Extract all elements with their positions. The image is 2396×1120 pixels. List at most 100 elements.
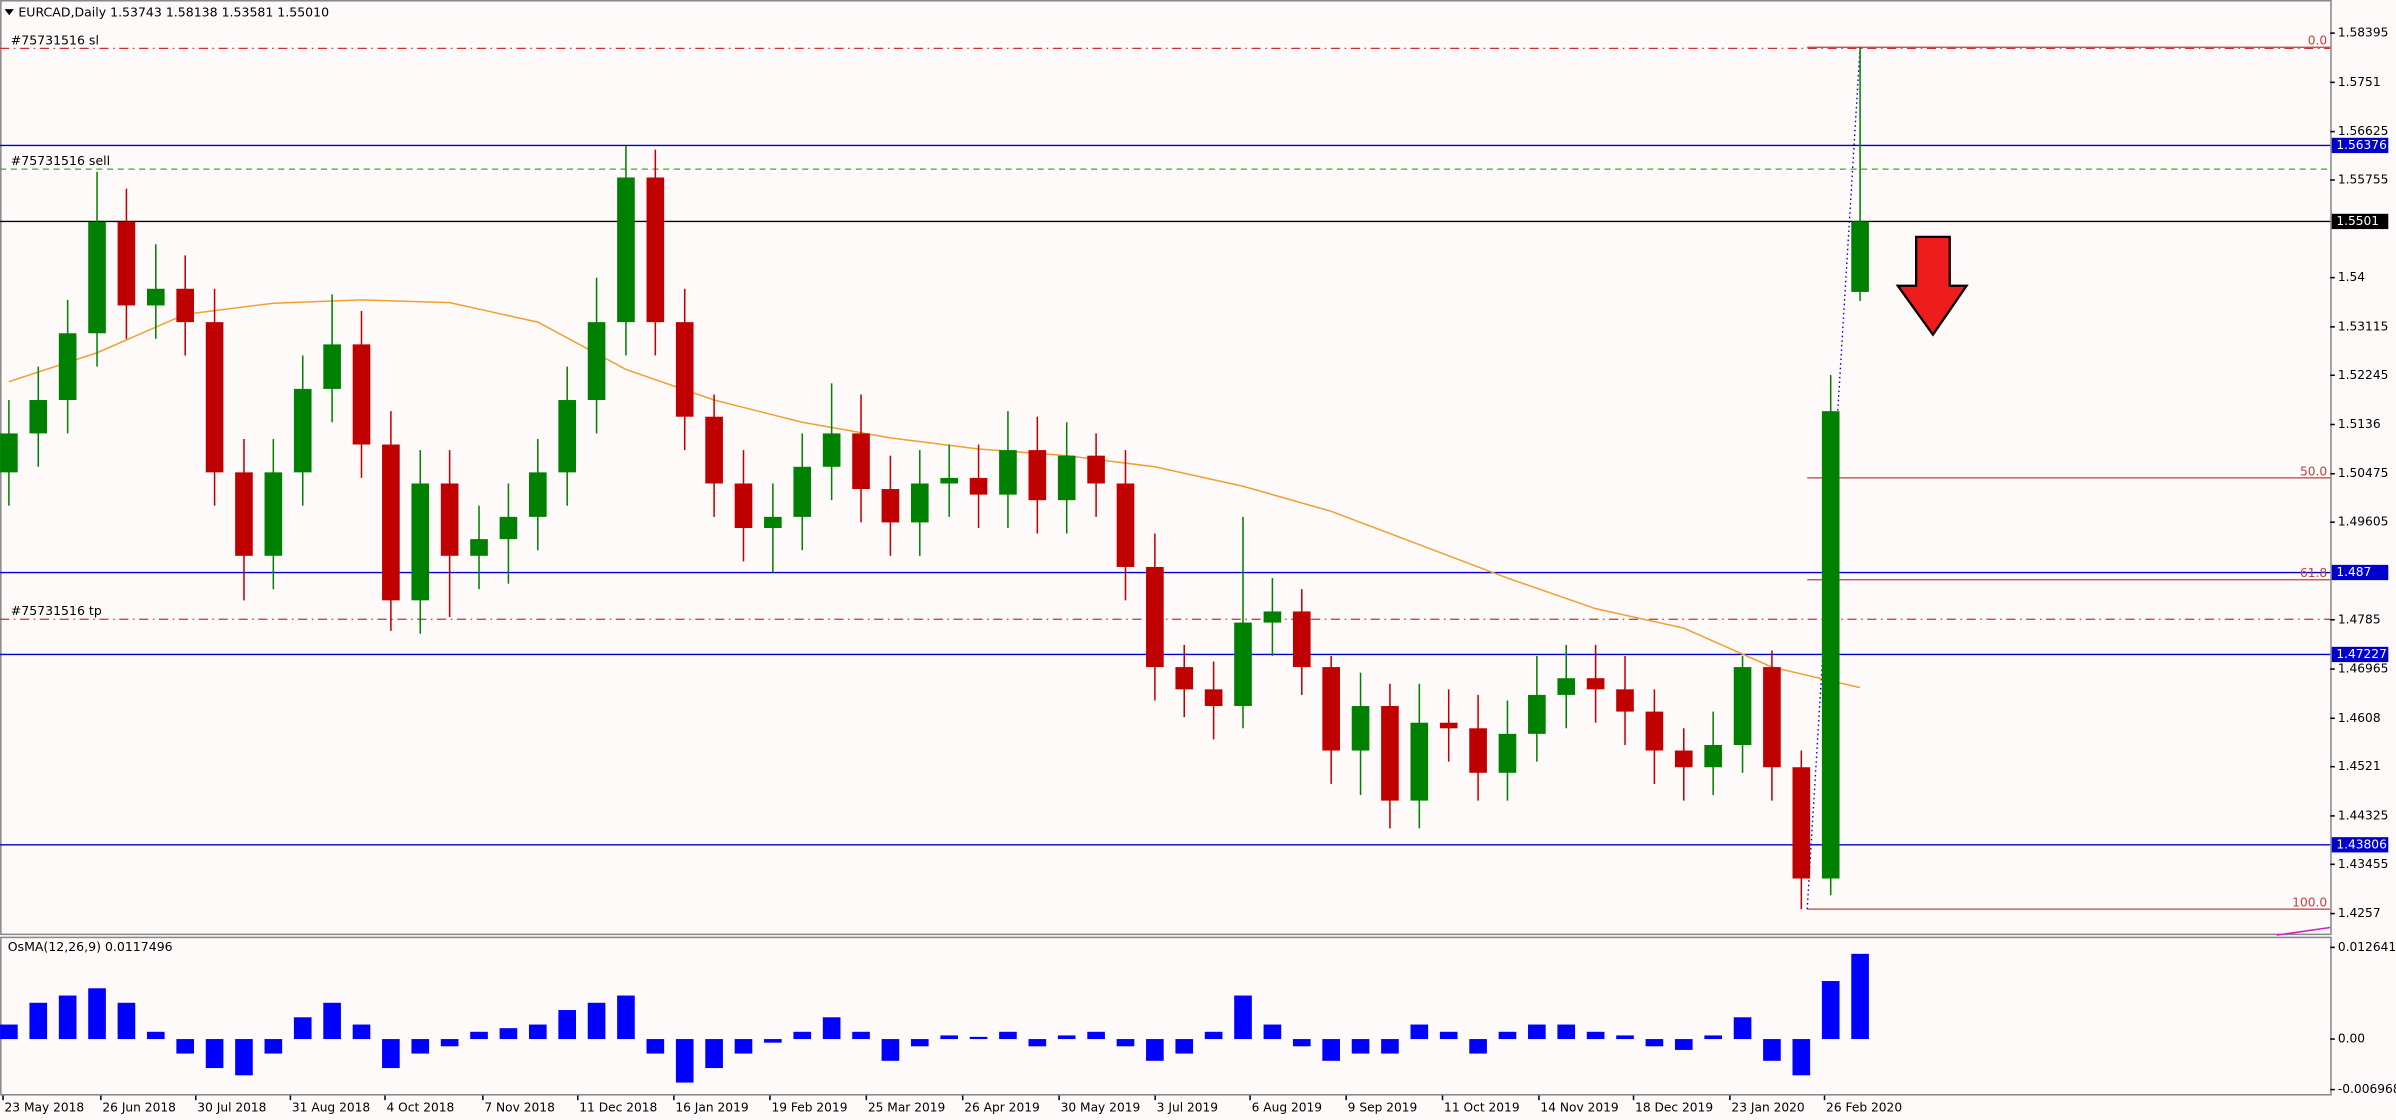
x-tick-label: 25 Mar 2019	[868, 1100, 945, 1114]
candle-body	[1087, 455, 1105, 484]
x-tick-label: 23 Jan 2020	[1731, 1100, 1804, 1114]
osma-bar	[176, 1039, 195, 1054]
fib-label: 61.8	[2300, 566, 2327, 580]
candle-body	[587, 322, 606, 401]
osma-bar	[852, 1031, 870, 1040]
x-tick-label: 19 Feb 2019	[771, 1100, 847, 1114]
indicator-line	[2276, 926, 2331, 936]
osma-bar	[1704, 1035, 1722, 1040]
x-tick-label: 30 Jul 2018	[197, 1100, 266, 1114]
osma-bar	[999, 1031, 1017, 1040]
osma-bar	[1381, 1039, 1399, 1054]
osma-bar	[1792, 1039, 1811, 1076]
x-tick-label: 3 Jul 2019	[1157, 1100, 1218, 1114]
osma-bar	[1292, 1039, 1311, 1047]
order-label: #75731516 sell	[11, 153, 110, 168]
candle-body	[1851, 221, 1869, 292]
osma-bar	[1498, 1031, 1517, 1040]
price-level-label: 1.47227	[2336, 647, 2387, 661]
osma-bar	[1028, 1039, 1047, 1047]
y-tick-label: 1.49605	[2338, 515, 2389, 529]
red-arrow	[1895, 235, 1969, 337]
candle-body	[1292, 611, 1311, 668]
y-tick-label: 1.4608	[2338, 711, 2381, 725]
candle-body	[1381, 706, 1399, 801]
x-tick-label: 18 Dec 2019	[1635, 1100, 1713, 1114]
candle-body	[1792, 767, 1811, 879]
osma-bar	[1175, 1039, 1194, 1054]
osma-bar	[235, 1039, 253, 1076]
candle-body	[940, 477, 958, 484]
candle-body	[1028, 450, 1047, 501]
osma-bar	[146, 1031, 165, 1040]
osma-bar	[1146, 1039, 1164, 1061]
x-tick-label: 16 Jan 2019	[675, 1100, 748, 1114]
x-tick-label: 26 Jun 2018	[102, 1100, 176, 1114]
osma-bar	[352, 1024, 371, 1040]
candle-body	[881, 489, 900, 523]
osma-bar	[411, 1039, 430, 1054]
candle-body	[205, 322, 224, 473]
osma-bar	[293, 1017, 312, 1040]
candle-body	[293, 388, 312, 473]
candle-body	[352, 344, 371, 445]
osma-bar	[705, 1039, 723, 1069]
candle-body	[1616, 689, 1634, 712]
osma-bar	[734, 1039, 753, 1054]
candle-body	[734, 483, 753, 528]
candle-body	[999, 450, 1017, 495]
x-tick-label: 6 Aug 2019	[1252, 1100, 1323, 1114]
candle-body	[1586, 678, 1605, 690]
osma-bar	[264, 1039, 283, 1054]
candle-body	[58, 333, 77, 401]
osma-bar	[1204, 1031, 1223, 1040]
x-tick-label: 31 Aug 2018	[292, 1100, 370, 1114]
candle-body	[235, 472, 253, 556]
osc-y-tick-label: 0.00	[2338, 1032, 2365, 1046]
x-tick-label: 23 May 2018	[5, 1100, 85, 1114]
osma-bar	[1439, 1031, 1458, 1040]
fib-label: 0.0	[2308, 34, 2327, 48]
candle-body	[1146, 566, 1164, 668]
candle-body	[1439, 722, 1458, 729]
price-level-label: 1.43806	[2336, 837, 2387, 851]
candle-body	[822, 433, 841, 467]
candle-body	[910, 483, 929, 523]
osma-bar	[0, 1024, 18, 1040]
candle-body	[764, 516, 782, 528]
menu-triangle[interactable]	[4, 9, 14, 16]
candle-body	[1733, 667, 1752, 745]
osma-bar	[470, 1031, 488, 1040]
osma-bar	[1351, 1039, 1370, 1054]
osma-bar	[764, 1039, 782, 1043]
price-level-box	[2331, 137, 2389, 154]
osma-bar	[205, 1039, 224, 1069]
chart-title: EURCAD,Daily 1.53743 1.58138 1.53581 1.5…	[18, 4, 329, 19]
price-level-label: 1.487	[2336, 565, 2371, 579]
candle-body	[264, 472, 283, 556]
candle-body	[323, 344, 341, 389]
oscillator-title: OsMA(12,26,9) 0.0117496	[8, 939, 173, 954]
osma-bar	[58, 995, 77, 1040]
candle-body	[440, 483, 459, 556]
y-tick-label: 1.56625	[2338, 124, 2389, 138]
osma-bar	[793, 1031, 812, 1040]
osc-y-tick-label: 0.012641	[2338, 940, 2396, 954]
y-tick-label: 1.43455	[2338, 857, 2389, 871]
price-level-box	[2331, 564, 2389, 581]
candle-body	[852, 433, 870, 490]
candle-body	[528, 472, 547, 517]
x-tick-label: 11 Dec 2018	[579, 1100, 657, 1114]
candle-body	[1645, 711, 1664, 751]
candle-body	[1175, 667, 1194, 690]
y-tick-label: 1.5136	[2338, 417, 2381, 431]
osma-bar	[1087, 1031, 1105, 1040]
candle-body	[1674, 750, 1693, 768]
osma-bar	[1821, 981, 1840, 1040]
osma-bar	[881, 1039, 900, 1061]
candle-body	[1263, 611, 1282, 623]
osma-bar	[1469, 1039, 1487, 1054]
candle-body	[470, 539, 488, 556]
candle-body	[117, 221, 136, 306]
